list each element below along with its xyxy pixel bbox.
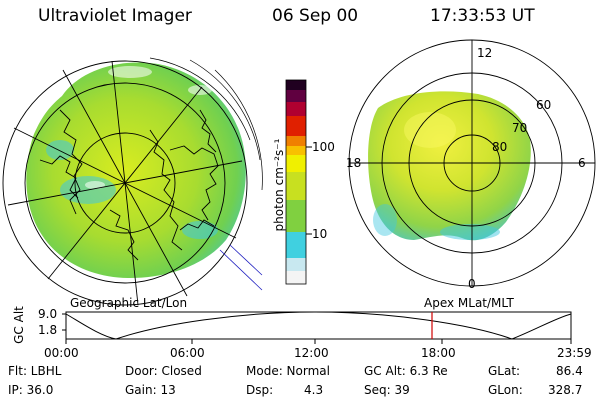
colorbar-tick-label: 10 bbox=[312, 227, 328, 241]
glat-label: GLat: bbox=[488, 364, 521, 378]
right-bright-patch bbox=[404, 112, 456, 148]
colorbar-seg bbox=[286, 136, 306, 146]
dsp-value: 4.3 bbox=[304, 383, 324, 397]
coastline bbox=[109, 209, 139, 261]
colorbar-tick-label: 100 bbox=[312, 140, 335, 154]
mlat-label: 80 bbox=[492, 140, 508, 154]
latitude-circle bbox=[74, 132, 176, 234]
outer-arc bbox=[149, 57, 251, 141]
mlt-label-midnight: 0 bbox=[468, 277, 476, 291]
altitude-curve bbox=[65, 311, 572, 340]
mlt-label-dawn: 6 bbox=[578, 156, 586, 170]
left-speckle bbox=[85, 181, 105, 189]
colorbar-seg bbox=[286, 90, 306, 102]
timeline-y-tick: 1.8 bbox=[38, 323, 58, 337]
colorbar bbox=[285, 79, 312, 285]
timeline-x-tick: 00:00 bbox=[44, 346, 79, 360]
gain-info: Gain: 13 bbox=[125, 383, 176, 397]
mode-info: Mode: Normal bbox=[246, 364, 330, 378]
gc-alt-info: GC Alt: 6.3 Re bbox=[364, 364, 448, 378]
meridian bbox=[111, 60, 139, 306]
timeline-frame bbox=[65, 311, 572, 340]
timeline-x-tick: 18:00 bbox=[421, 346, 456, 360]
observation-time: 17:33:53 UT bbox=[430, 6, 535, 26]
right-cyan-patch bbox=[440, 224, 500, 240]
glon-value: 328.7 bbox=[548, 383, 583, 397]
left-map-caption: Geographic Lat/Lon bbox=[70, 296, 188, 310]
timeline-x-tick: 23:59 bbox=[557, 346, 592, 360]
timeline-y-tick: 9.0 bbox=[38, 307, 58, 321]
timeline-x-tick: 12:00 bbox=[294, 346, 329, 360]
latitude-circle bbox=[24, 82, 226, 284]
track-line bbox=[219, 249, 263, 291]
timeline-x-tick: 06:00 bbox=[170, 346, 205, 360]
mlt-label-noon: 12 bbox=[477, 46, 493, 60]
mlat-label: 70 bbox=[512, 121, 528, 135]
seq-info: Seq: 39 bbox=[364, 383, 410, 397]
left-cyan-patch bbox=[182, 221, 218, 239]
colorbar-seg bbox=[286, 200, 306, 232]
colorbar-seg bbox=[286, 80, 306, 90]
geographic-map bbox=[2, 57, 263, 306]
colorbar-seg bbox=[286, 258, 306, 271]
track-line bbox=[229, 244, 263, 276]
filter-info: Flt: LBHL bbox=[8, 364, 62, 378]
coastline bbox=[149, 129, 183, 251]
colorbar-seg bbox=[286, 232, 306, 258]
dsp-label: Dsp: bbox=[246, 383, 274, 397]
mlat-label: 60 bbox=[536, 98, 552, 112]
outer-arc bbox=[189, 59, 261, 161]
coastline bbox=[179, 219, 215, 231]
colorbar-seg bbox=[286, 271, 306, 284]
glon-label: GLon: bbox=[488, 383, 523, 397]
instrument-title: Ultraviolet Imager bbox=[38, 6, 192, 26]
observation-date: 06 Sep 00 bbox=[272, 6, 359, 26]
colorbar-unit-label: photon cm⁻²s⁻¹ bbox=[272, 138, 286, 232]
map-boundary bbox=[2, 60, 248, 306]
mlt-label-dusk: 18 bbox=[346, 156, 362, 170]
coastline bbox=[39, 155, 79, 199]
colorbar-seg bbox=[286, 146, 306, 155]
magnetic-polar-plot bbox=[348, 39, 596, 287]
door-info: Door: Closed bbox=[125, 364, 202, 378]
right-cyan-patch bbox=[373, 204, 397, 236]
timeline-axis-label: GC Alt bbox=[12, 306, 26, 344]
colorbar-seg bbox=[286, 116, 306, 136]
left-speckle bbox=[108, 66, 152, 78]
colorbar-seg bbox=[286, 172, 306, 200]
colorbar-seg bbox=[286, 155, 306, 172]
left-cyan-patch bbox=[46, 140, 74, 160]
outer-arc bbox=[214, 69, 263, 191]
colorbar-frame bbox=[285, 79, 307, 285]
coastline bbox=[169, 145, 219, 221]
right-map-caption: Apex MLat/MLT bbox=[424, 296, 514, 310]
ip-info: IP: 36.0 bbox=[8, 383, 54, 397]
coastline bbox=[199, 109, 217, 153]
glat-value: 86.4 bbox=[556, 364, 583, 378]
altitude-timeline bbox=[62, 311, 572, 344]
colorbar-seg bbox=[286, 102, 306, 116]
left-auroral-image bbox=[26, 62, 246, 279]
